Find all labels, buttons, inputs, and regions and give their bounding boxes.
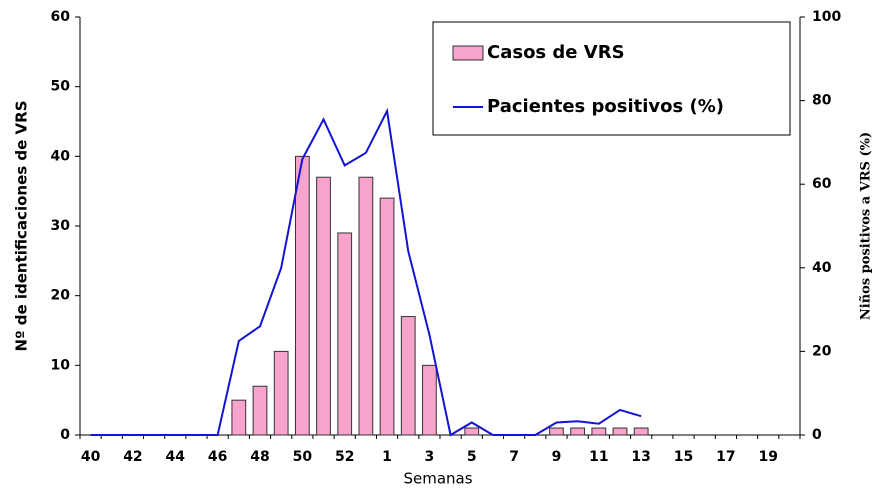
y2-tick-label: 60 — [812, 176, 832, 192]
y-tick-label: 60 — [51, 9, 71, 25]
legend-box — [432, 21, 791, 136]
x-tick-label: 50 — [293, 449, 313, 465]
y2-tick-label: 40 — [812, 260, 832, 276]
bar — [294, 155, 310, 436]
y2-tick-label: 20 — [812, 343, 832, 359]
x-tick-label: 3 — [425, 449, 435, 465]
y-tick-label: 0 — [60, 427, 70, 443]
y-tick-label: 10 — [51, 357, 71, 373]
y-axis-label: Nº de identificaciones de VRS — [13, 101, 31, 352]
legend-label: Pacientes positivos (%) — [487, 96, 724, 117]
bar — [612, 427, 628, 436]
x-tick-label: 46 — [208, 449, 227, 465]
x-tick-label: 11 — [589, 449, 608, 465]
x-tick-label: 48 — [250, 449, 269, 465]
x-tick-label: 1 — [382, 449, 392, 465]
y-tick-label: 30 — [51, 218, 71, 234]
bar — [633, 427, 649, 436]
bar — [273, 350, 289, 436]
x-tick-label: 15 — [674, 449, 693, 465]
bar — [570, 427, 586, 436]
y2-tick-label: 100 — [812, 9, 841, 25]
y-tick-label: 20 — [51, 288, 71, 304]
bar — [252, 385, 268, 436]
x-tick-label: 52 — [335, 449, 354, 465]
bar — [464, 427, 480, 436]
x-tick-label: 9 — [552, 449, 562, 465]
x-tick-label: 40 — [81, 449, 101, 465]
bar — [422, 364, 437, 436]
x-tick-label: 42 — [123, 449, 142, 465]
legend-swatch — [452, 45, 484, 61]
y2-tick-label: 0 — [812, 427, 822, 443]
y-tick-label: 40 — [51, 148, 71, 164]
x-tick-label: 13 — [631, 449, 650, 465]
x-tick-label: 5 — [467, 449, 477, 465]
x-axis-label: Semanas — [403, 470, 472, 488]
line — [90, 107, 642, 437]
legend-label: Casos de VRS — [487, 42, 625, 63]
bar — [591, 427, 607, 436]
y-tick-label: 50 — [51, 79, 71, 95]
bar — [400, 316, 416, 436]
bar — [358, 176, 374, 436]
bar — [379, 197, 395, 436]
x-tick-label: 44 — [166, 449, 186, 465]
bar — [316, 176, 331, 436]
y2-tick-label: 80 — [812, 93, 832, 109]
y2-axis-label: Niños positivos a VRS (%) — [859, 132, 874, 320]
bar — [549, 427, 564, 436]
x-tick-label: 7 — [509, 449, 519, 465]
x-tick-label: 17 — [716, 449, 735, 465]
bar — [337, 232, 353, 436]
x-tick-label: 19 — [758, 449, 777, 465]
bar — [231, 399, 247, 436]
